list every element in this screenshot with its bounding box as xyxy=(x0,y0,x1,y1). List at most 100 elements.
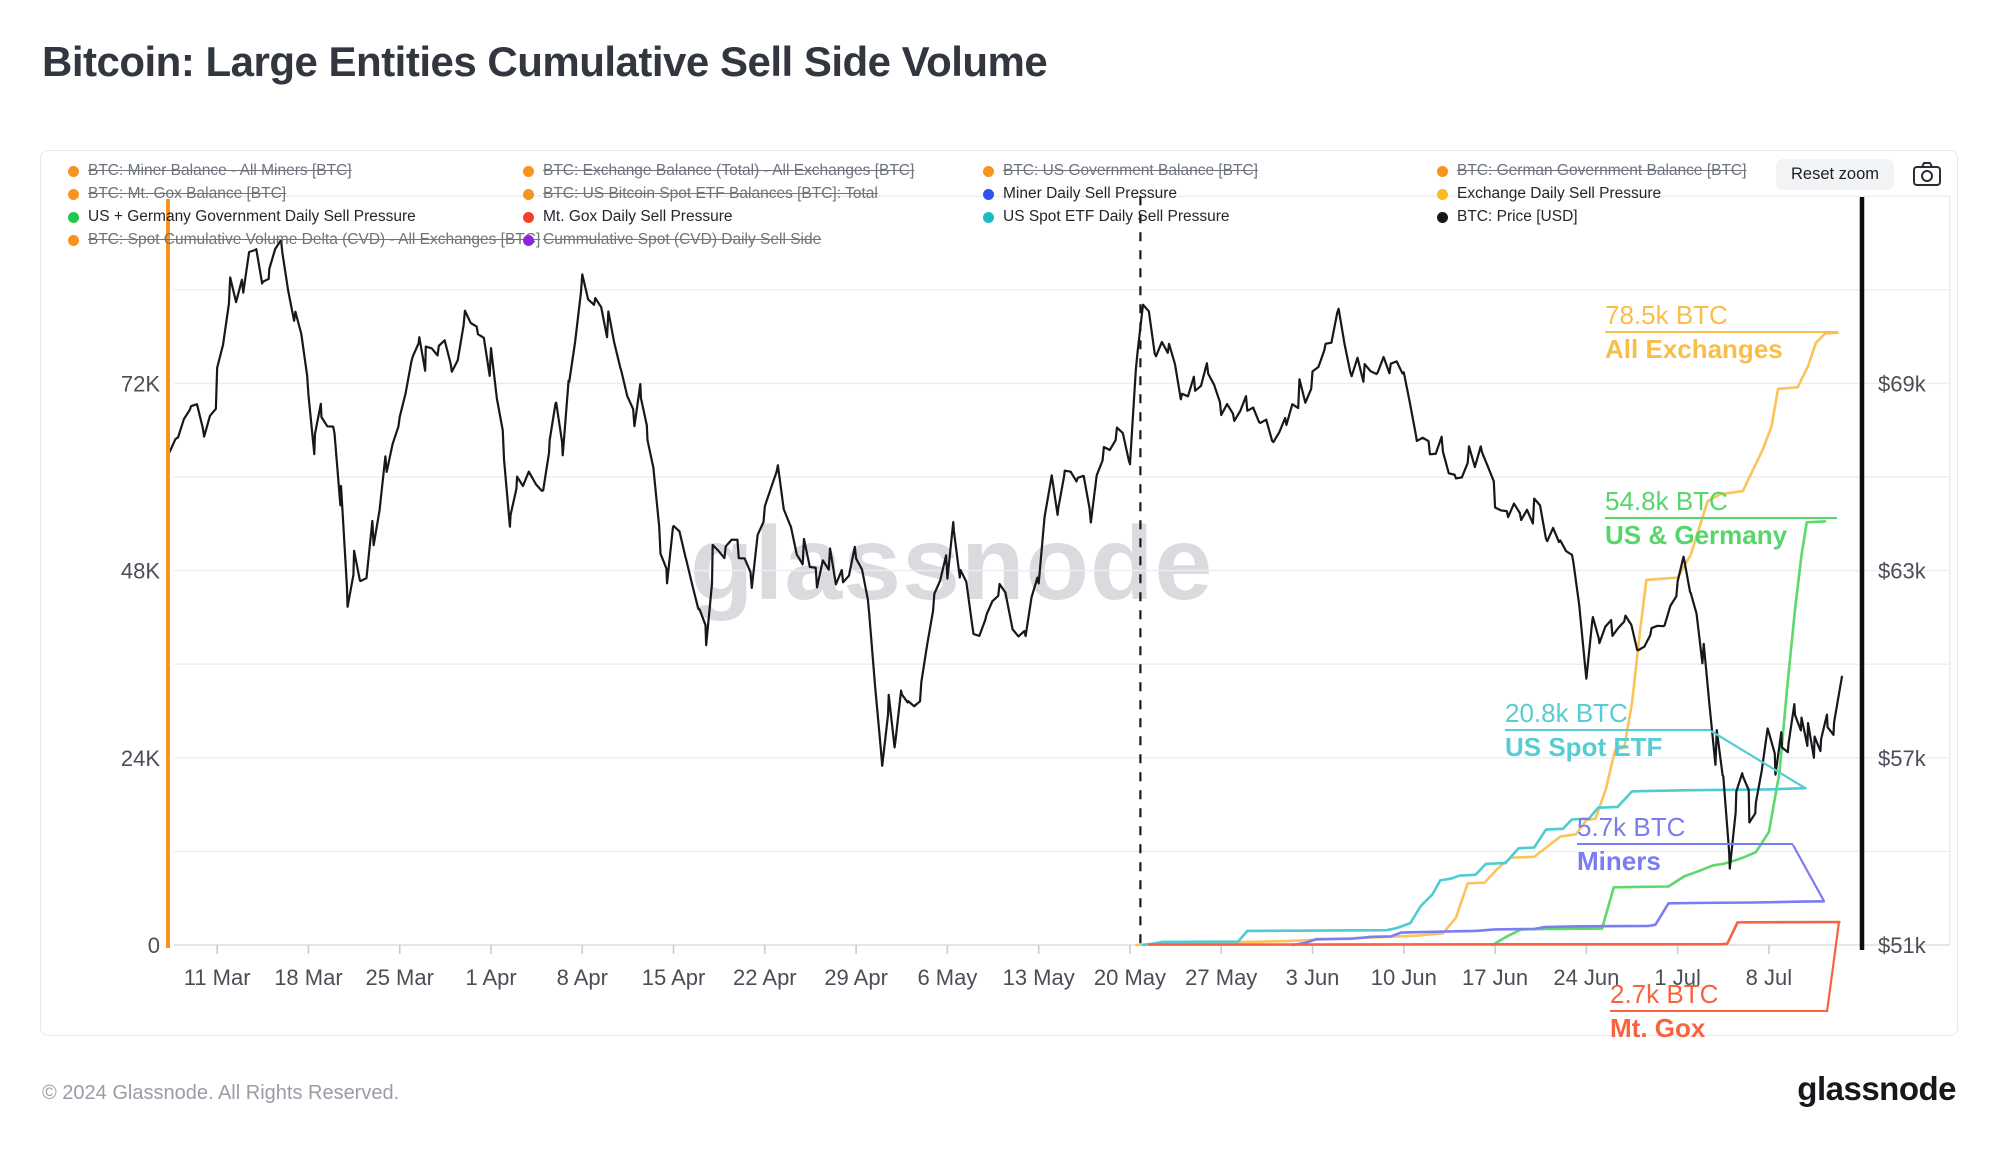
x-axis-label: 11 Mar xyxy=(184,965,251,990)
x-axis-label: 25 Mar xyxy=(365,965,433,990)
annotation-name: US Spot ETF xyxy=(1505,731,1663,762)
legend-label: Mt. Gox Daily Sell Pressure xyxy=(543,208,733,225)
legend-label: BTC: Exchange Balance (Total) - All Exch… xyxy=(543,162,915,179)
series-line-us_spot_etf xyxy=(1141,786,1807,947)
annotation-value: 20.8k BTC xyxy=(1505,698,1711,731)
x-axis-label: 10 Jun xyxy=(1371,965,1437,990)
series-line-mtgox xyxy=(1148,920,1841,946)
x-axis-label: 22 Apr xyxy=(733,965,797,990)
x-axis-label: 8 Jul xyxy=(1746,965,1792,990)
copyright-text: © 2024 Glassnode. All Rights Reserved. xyxy=(42,1082,400,1104)
legend-label: Miner Daily Sell Pressure xyxy=(1003,185,1177,202)
annotation-us_spot_etf: 20.8k BTC US Spot ETF xyxy=(1505,698,1711,762)
annotation-value: 54.8k BTC xyxy=(1605,486,1837,519)
x-axis-label: 24 Jun xyxy=(1553,965,1619,990)
x-axis-label: 8 Apr xyxy=(557,965,608,990)
glassnode-logo: glassnode xyxy=(1797,1070,1956,1107)
legend-label: BTC: Price [USD] xyxy=(1457,208,1578,225)
x-axis-label: 3 Jun xyxy=(1286,965,1340,990)
legend-label: BTC: Mt. Gox Balance [BTC] xyxy=(88,185,287,202)
x-axis-label: 6 May xyxy=(917,965,977,990)
x-axis-label: 29 Apr xyxy=(824,965,888,990)
x-axis-label: 27 May xyxy=(1185,965,1257,990)
legend-dot xyxy=(523,234,534,246)
x-axis-label: 20 May xyxy=(1094,965,1166,990)
x-axis-label: 1 Apr xyxy=(465,965,516,990)
annotation-miners: 5.7k BTC Miners xyxy=(1577,812,1793,876)
legend-item-13[interactable]: Cummulative Spot (CVD) Daily Sell Side xyxy=(523,231,821,249)
legend-item-0[interactable]: BTC: Miner Balance - All Miners [BTC] xyxy=(68,162,352,180)
series-line-us_germany xyxy=(1491,520,1827,947)
legend-dot xyxy=(983,211,994,223)
annotation-us_germany: 54.8k BTC US & Germany xyxy=(1605,486,1837,550)
annotation-name: All Exchanges xyxy=(1605,333,1783,364)
left-axis-label: 0 xyxy=(148,933,160,958)
legend-item-7[interactable]: Exchange Daily Sell Pressure xyxy=(1437,185,1661,203)
legend-item-11[interactable]: BTC: Price [USD] xyxy=(1437,208,1578,226)
legend-label: US + Germany Government Daily Sell Press… xyxy=(88,208,416,225)
annotation-name: Mt. Gox xyxy=(1610,1012,1706,1043)
reset-zoom-button[interactable]: Reset zoom xyxy=(1776,159,1895,190)
annotation-name: Miners xyxy=(1577,845,1661,876)
x-axis-label: 18 Mar xyxy=(274,965,342,990)
legend-item-8[interactable]: US + Germany Government Daily Sell Press… xyxy=(68,208,416,226)
legend-dot xyxy=(983,165,994,177)
x-axis-label: 1 Jul xyxy=(1654,965,1700,990)
legend-dot xyxy=(1437,188,1448,200)
legend-dot xyxy=(68,211,79,223)
legend-dot xyxy=(68,234,79,246)
legend-label: US Spot ETF Daily Sell Pressure xyxy=(1003,208,1230,225)
legend-item-6[interactable]: Miner Daily Sell Pressure xyxy=(983,185,1177,203)
x-axis-label: 15 Apr xyxy=(642,965,706,990)
annotation-value: 2.7k BTC xyxy=(1610,979,1827,1012)
left-axis-label: 72K xyxy=(121,371,160,396)
annotation-name: US & Germany xyxy=(1605,519,1788,550)
right-axis-label: $51k xyxy=(1878,933,1927,958)
right-axis-label: $57k xyxy=(1878,746,1927,771)
legend-label: Exchange Daily Sell Pressure xyxy=(1457,185,1662,202)
series-line-exchange xyxy=(1135,331,1840,947)
legend-item-3[interactable]: BTC: German Government Balance [BTC] xyxy=(1437,162,1746,180)
glassnode-watermark: glassnode xyxy=(690,506,1214,622)
legend-label: BTC: US Bitcoin Spot ETF Balances [BTC]:… xyxy=(543,185,878,202)
camera-icon-glyph xyxy=(1913,162,1941,186)
annotation-exchange: 78.5k BTC All Exchanges xyxy=(1605,300,1837,364)
right-axis-label: $63k xyxy=(1878,559,1927,584)
left-axis-label: 24K xyxy=(121,746,160,771)
legend-label: BTC: US Government Balance [BTC] xyxy=(1003,162,1258,179)
legend-item-10[interactable]: US Spot ETF Daily Sell Pressure xyxy=(983,208,1230,226)
legend-item-5[interactable]: BTC: US Bitcoin Spot ETF Balances [BTC]:… xyxy=(523,185,878,203)
annotation-leader-us_spot_etf xyxy=(1710,730,1806,789)
legend-item-1[interactable]: BTC: Exchange Balance (Total) - All Exch… xyxy=(523,162,914,180)
legend-label: Cummulative Spot (CVD) Daily Sell Side xyxy=(543,231,822,248)
legend-dot xyxy=(1437,165,1448,177)
annotation-leader-mtgox xyxy=(1825,921,1841,1013)
legend-dot xyxy=(523,165,534,177)
series-line-miners xyxy=(1291,900,1825,947)
annotation-mtgox: 2.7k BTC Mt. Gox xyxy=(1610,979,1827,1043)
legend-item-9[interactable]: Mt. Gox Daily Sell Pressure xyxy=(523,208,733,226)
x-axis-label: 13 May xyxy=(1003,965,1075,990)
legend-item-4[interactable]: BTC: Mt. Gox Balance [BTC] xyxy=(68,185,286,203)
legend-label: BTC: Spot Cumulative Volume Delta (CVD) … xyxy=(88,231,541,248)
legend-item-12[interactable]: BTC: Spot Cumulative Volume Delta (CVD) … xyxy=(68,231,540,249)
legend-dot xyxy=(523,211,534,223)
series-line-price xyxy=(168,238,1844,870)
x-axis-label: 17 Jun xyxy=(1462,965,1528,990)
annotation-leader-miners xyxy=(1792,844,1825,902)
legend-label: BTC: Miner Balance - All Miners [BTC] xyxy=(88,162,352,179)
annotation-value: 78.5k BTC xyxy=(1605,300,1837,333)
left-axis-label: 48K xyxy=(121,559,160,584)
legend-item-2[interactable]: BTC: US Government Balance [BTC] xyxy=(983,162,1258,180)
legend-dot xyxy=(68,188,79,200)
annotation-value: 5.7k BTC xyxy=(1577,812,1793,845)
legend-dot xyxy=(523,188,534,200)
legend-dot xyxy=(983,188,994,200)
legend-label: BTC: German Government Balance [BTC] xyxy=(1457,162,1747,179)
legend-dot xyxy=(68,165,79,177)
legend-dot xyxy=(1437,211,1448,223)
camera-icon[interactable] xyxy=(1912,160,1942,188)
page-title: Bitcoin: Large Entities Cumulative Sell … xyxy=(42,38,1048,85)
right-axis-label: $69k xyxy=(1878,371,1927,396)
